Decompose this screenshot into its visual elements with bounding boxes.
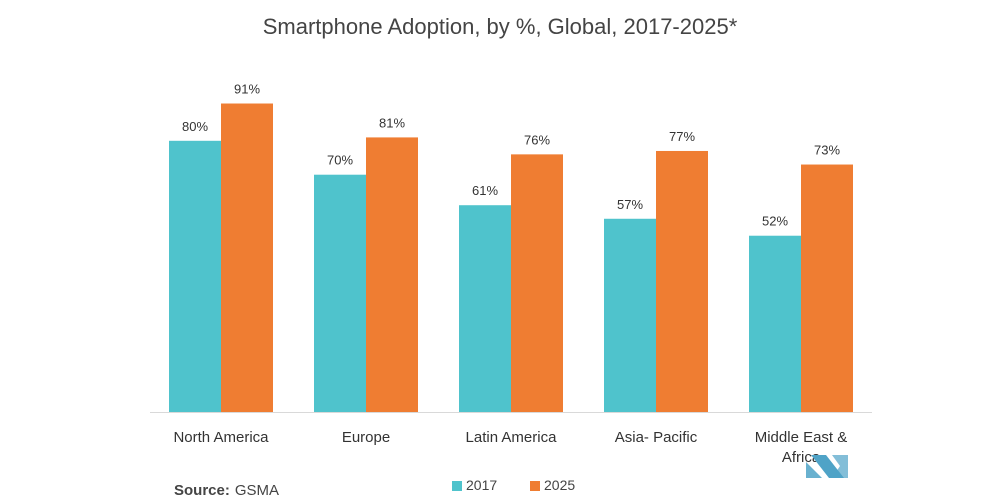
chart-title: Smartphone Adoption, by %, Global, 2017-… [263, 14, 738, 39]
bars-group [169, 103, 853, 413]
data-label-2017-1: 70% [327, 153, 353, 168]
data-labels-group: 80% 91% 70% 81% 61% 76% 57% 77% 52% 73% [182, 82, 840, 229]
bar-2017-0 [169, 140, 221, 413]
bar-2025-0 [221, 103, 273, 412]
data-label-2017-3: 57% [617, 197, 643, 212]
bar-2017-3 [604, 218, 656, 412]
mordor-intelligence-logo-icon [806, 455, 848, 478]
source-label: Source: [174, 482, 230, 499]
bar-2017-4 [749, 235, 801, 412]
data-label-2025-3: 77% [669, 129, 695, 144]
data-label-2025-1: 81% [379, 115, 405, 130]
bar-2025-2 [511, 154, 563, 413]
legend: 2017 2025 [452, 477, 575, 493]
data-label-2017-4: 52% [762, 214, 788, 229]
category-label-4: Middle East & Africa [755, 429, 848, 466]
legend-swatch-2017 [452, 481, 462, 491]
bar-2025-3 [656, 150, 708, 412]
data-label-2025-4: 73% [814, 143, 840, 158]
category-label-2: Latin America [466, 429, 558, 446]
category-label-3: Asia- Pacific [615, 429, 698, 446]
data-label-2017-0: 80% [182, 119, 208, 134]
data-label-2025-2: 76% [524, 132, 550, 147]
bar-2025-1 [366, 137, 418, 412]
data-label-2017-2: 61% [472, 183, 498, 198]
legend-swatch-2025 [530, 481, 540, 491]
legend-label-2025: 2025 [544, 477, 575, 493]
bar-2025-4 [801, 164, 853, 412]
bar-2017-1 [314, 174, 366, 412]
legend-label-2017: 2017 [466, 477, 497, 493]
bar-2017-2 [459, 205, 511, 412]
category-label-0: North America [173, 429, 269, 446]
category-labels-group: North America Europe Latin America Asia- Pa… [173, 429, 847, 466]
data-label-2025-0: 91% [234, 82, 260, 97]
category-label-1: Europe [342, 429, 390, 446]
source-note: Source: GSMA [174, 482, 279, 499]
source-value: GSMA [235, 482, 279, 499]
